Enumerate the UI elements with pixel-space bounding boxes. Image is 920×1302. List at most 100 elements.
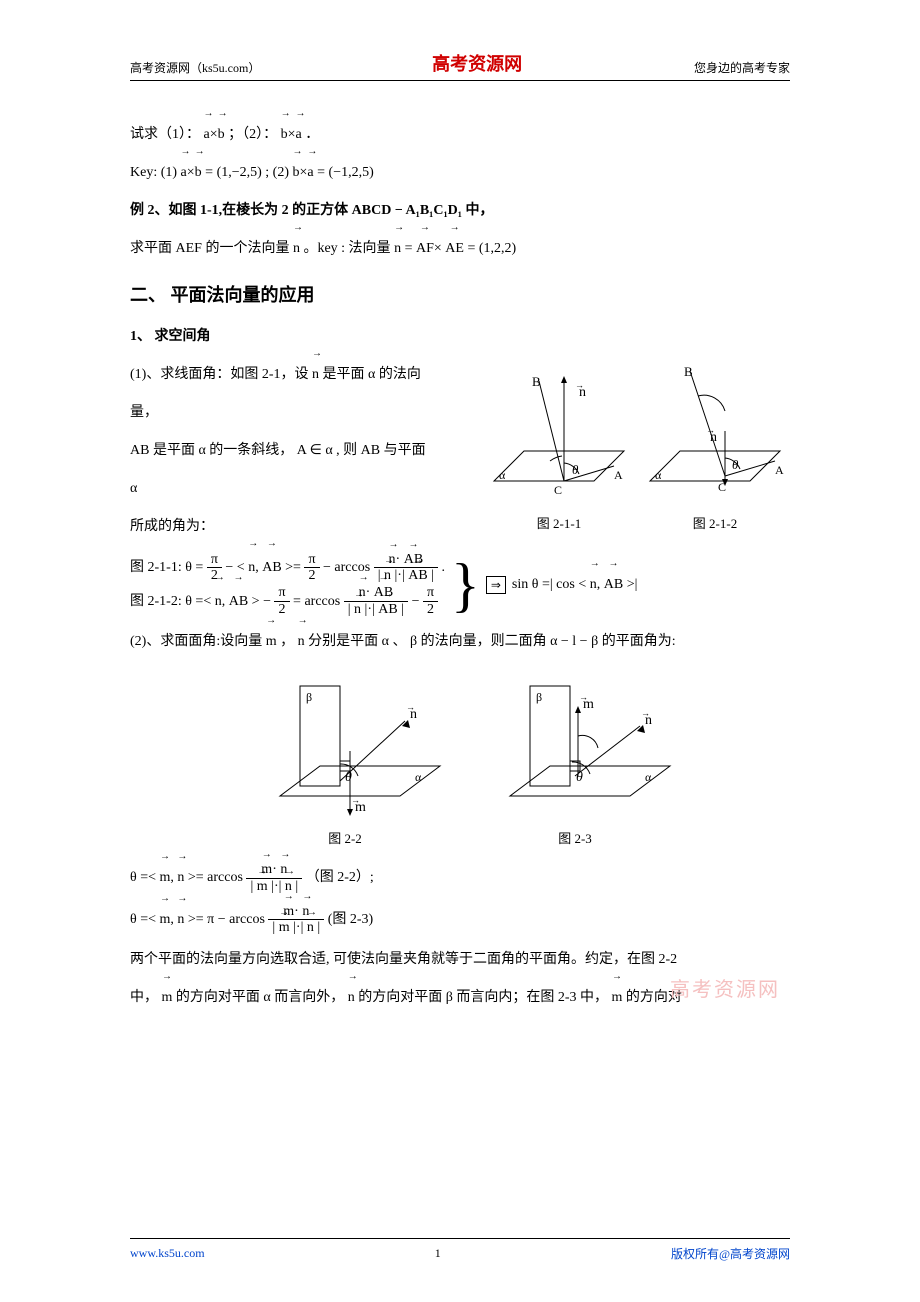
vec-b: b [281, 121, 288, 149]
text: 求平面 AEF 的一个法向量 [130, 241, 289, 256]
fig-2-3: β n → m → θ α 图 2-3 [470, 666, 680, 852]
label-B: B [532, 374, 541, 389]
text: θ =< [130, 912, 160, 927]
vec-n: n [177, 906, 184, 934]
text: 例 2、如图 1-1,在棱长为 2 的正方体 ABCD − A₁B₁C₁D₁ 中… [130, 203, 494, 218]
vec-b: b [195, 159, 202, 187]
eq-212: 图 2-1-2: θ =< n, AB > − π2 = arccos n· A… [130, 585, 445, 619]
vec-n: n [354, 602, 361, 617]
diagram-2-1-1: B n → θ α C A [484, 361, 634, 511]
vec-m: m [160, 864, 171, 892]
label-beta: β [536, 690, 542, 704]
fig-caption: 图 2-1-1 [484, 511, 634, 537]
text: 中， [130, 990, 158, 1005]
frac-num: π [423, 585, 438, 601]
label-B: B [684, 364, 693, 379]
example-2-line1: 例 2、如图 1-1,在棱长为 2 的正方体 ABCD − A₁B₁C₁D₁ 中… [130, 197, 790, 225]
header-right: 您身边的高考专家 [694, 59, 790, 76]
footer-right: 版权所有@高考资源网 [671, 1245, 790, 1262]
text: 分别是平面 α 、 β 的法向量，则二面角 α − l − β 的平面角为: [308, 634, 676, 649]
tail-1: 两个平面的法向量方向选取合适, 可使法向量夹角就等于二面角的平面角。约定，在图 … [130, 946, 790, 974]
text: 图 2-1-2: θ =< [130, 594, 215, 609]
vec-a: a [181, 159, 187, 187]
text: (图 2-3) [328, 912, 374, 927]
vec-m: m [257, 879, 268, 894]
vec-m: m [266, 628, 277, 656]
vec-m: m [160, 906, 171, 934]
vec-n: n [348, 984, 355, 1012]
eq-4: θ =< m, n >= π − arccos m· n | m |·| n |… [130, 904, 790, 936]
vec-b: b [293, 159, 300, 187]
label-beta: β [306, 690, 312, 704]
text: (2)、求面面角:设向量 [130, 634, 262, 649]
svg-text:→: → [641, 708, 650, 718]
label-alpha: α [415, 770, 422, 784]
vec-AF: AF [416, 235, 434, 263]
frac-den: 2 [423, 602, 438, 617]
text: >= π − arccos [188, 912, 269, 927]
implies-icon: ⇒ [486, 576, 506, 594]
label-theta: θ [572, 462, 579, 477]
vec-n: n [298, 628, 305, 656]
vec-a: a [296, 121, 302, 149]
frac-num: π [274, 585, 289, 601]
label-alpha: α [499, 468, 506, 482]
text: Key: (1) [130, 165, 181, 180]
diagram-2-3: β n → m → θ α [470, 666, 680, 826]
watermark: 高考资源网 [670, 973, 780, 1002]
vec-AB: AB [262, 551, 281, 585]
label-alpha: α [645, 770, 652, 784]
text: >| [627, 577, 638, 592]
result-rhs: sin θ =| cos < n, AB >| [512, 571, 637, 599]
frac-den: 2 [304, 568, 319, 583]
vec-m: m [162, 984, 173, 1012]
eq-211: 图 2-1-1: θ = π2 − < n, AB >= π2 − arccos… [130, 551, 445, 585]
page-header: 高考资源网（ks5u.com） 高考资源网 您身边的高考专家 [130, 50, 790, 81]
fig-2-2: β n → θ α m → 图 2-2 [240, 666, 450, 852]
vec-n: n [590, 571, 597, 599]
diagram-2-2: β n → θ α m → [240, 666, 450, 826]
vec-AB: AB [229, 585, 248, 619]
page-footer: www.ks5u.com 1 版权所有@高考资源网 [130, 1238, 790, 1262]
vec-m: m [612, 984, 623, 1012]
content: 试求（1）： a×b ；（2）： b×a ． Key: (1) a×b = (1… [130, 121, 790, 1012]
p2: (2)、求面面角:设向量 m ， n 分别是平面 α 、 β 的法向量，则二面角… [130, 628, 790, 656]
vec-n: n [394, 235, 401, 263]
vec-AB: AB [408, 568, 427, 583]
vec-AB: AB [378, 602, 397, 617]
fig-2-1-1: B n → θ α C A 图 2-1-1 [484, 361, 634, 537]
label-C: C [718, 480, 726, 494]
section-2-title: 二、 平面法向量的应用 [130, 277, 790, 313]
text: (1)、求线面角：如图 2-1，设 [130, 367, 309, 382]
text: 是平面 α 的法向 [323, 367, 421, 382]
text: 的方向对平面 β 而言向内；在图 2-3 中， [358, 990, 608, 1005]
eq-3: θ =< m, n >= arccos m· n | m |·| n | （图 … [130, 862, 790, 894]
line-2: Key: (1) a×b = (1,−2,5) ; (2) b×a = (−1,… [130, 159, 790, 187]
text: θ =< [130, 870, 160, 885]
vec-m: m [279, 920, 290, 935]
vec-n: n [307, 920, 314, 935]
fig-2-1-2: B n → θ α C A 图 2-1-2 [640, 361, 790, 537]
vec-b: b [218, 121, 225, 149]
label-theta: θ [732, 457, 739, 472]
text: 试求（1）： [130, 127, 200, 142]
header-left: 高考资源网（ks5u.com） [130, 59, 260, 76]
vec-n: n [177, 864, 184, 892]
svg-text:→: → [706, 425, 715, 435]
svg-text:→: → [579, 692, 588, 702]
text: ， [280, 634, 298, 649]
frac-den: | n |·| AB | [344, 602, 408, 617]
sub-1: 1、 求空间角 [130, 323, 790, 351]
text: ． [305, 127, 319, 142]
label-theta: θ [345, 770, 352, 785]
fig-caption: 图 2-1-2 [640, 511, 790, 537]
text: 图 2-1-1: θ = [130, 560, 207, 575]
footer-left: www.ks5u.com [130, 1246, 205, 1261]
svg-text:→: → [575, 380, 584, 390]
fig-caption: 图 2-3 [470, 826, 680, 852]
figures-2-2-3: β n → θ α m → 图 2-2 [130, 666, 790, 852]
vec-n: n [248, 551, 255, 585]
line-1: 试求（1）： a×b ；（2）： b×a ． [130, 121, 790, 149]
vec-AB: AB [604, 571, 623, 599]
figures-2-1: B n → θ α C A 图 2-1-1 [484, 361, 790, 537]
